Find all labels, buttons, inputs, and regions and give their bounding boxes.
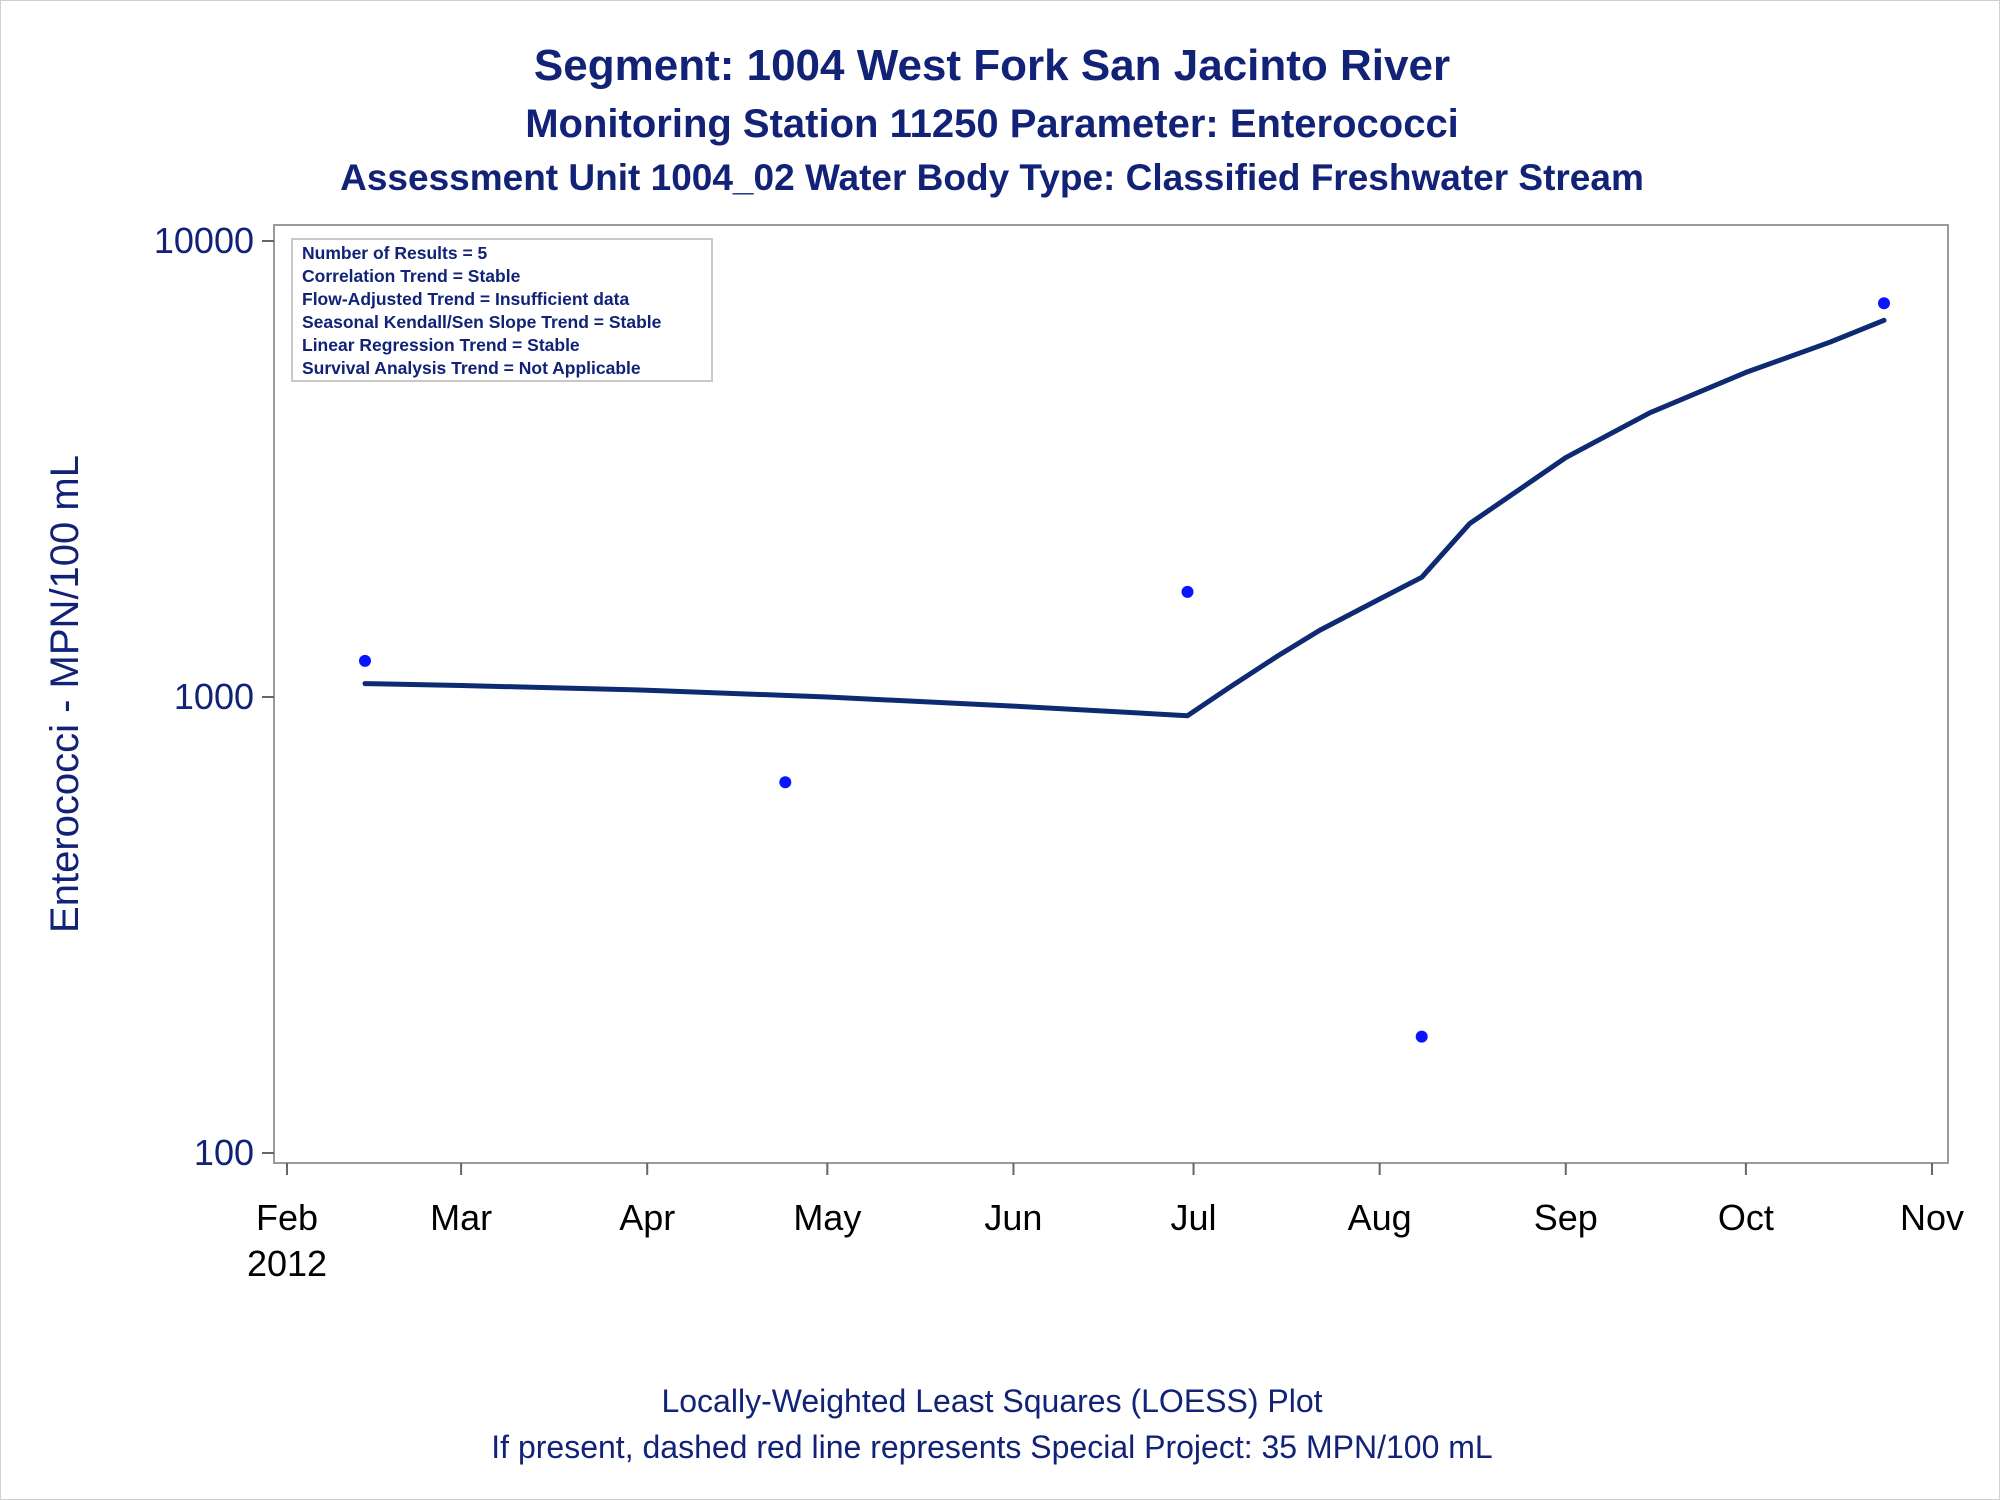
x-tick-label: Jun bbox=[984, 1197, 1042, 1238]
x-tick-label: Jul bbox=[1171, 1197, 1217, 1238]
x-tick-label: Nov bbox=[1900, 1197, 1964, 1238]
data-point bbox=[1181, 585, 1194, 598]
data-point bbox=[779, 776, 792, 789]
chart-subtitle-assessment: Assessment Unit 1004_02 Water Body Type:… bbox=[340, 157, 1644, 198]
x-tick-label: May bbox=[793, 1197, 861, 1238]
data-point bbox=[1415, 1030, 1428, 1043]
footnote-special-project: If present, dashed red line represents S… bbox=[491, 1429, 1492, 1465]
chart-subtitle-station: Monitoring Station 11250 Parameter: Ente… bbox=[525, 102, 1459, 146]
x-tick-label: Feb bbox=[256, 1197, 318, 1238]
stats-box-border bbox=[291, 238, 713, 382]
stats-line: Number of Results = 5 bbox=[302, 243, 488, 263]
y-axis-title: Enterococci - MPN/100 mL bbox=[43, 455, 87, 933]
stats-line: Survival Analysis Trend = Not Applicable bbox=[302, 358, 641, 378]
y-tick-label: 100 bbox=[194, 1132, 254, 1173]
stats-box: Number of Results = 5 Correlation Trend … bbox=[291, 238, 713, 382]
plot-area bbox=[273, 224, 1949, 1164]
stats-line: Flow-Adjusted Trend = Insufficient data bbox=[302, 289, 629, 309]
data-point bbox=[1878, 297, 1890, 310]
x-tick-label: Mar bbox=[430, 1197, 492, 1238]
loess-line bbox=[362, 317, 1887, 719]
series-layer bbox=[359, 297, 1890, 1043]
y-tick-label: 1000 bbox=[174, 676, 254, 717]
chart-title: Segment: 1004 West Fork San Jacinto Rive… bbox=[534, 41, 1450, 90]
data-point bbox=[359, 654, 371, 667]
x-axis: Feb 2012 Mar Apr May Jun Jul Aug Sep Oct Nov bbox=[247, 1163, 1964, 1284]
y-tick-label: 10000 bbox=[154, 220, 254, 261]
stats-line: Correlation Trend = Stable bbox=[302, 266, 521, 286]
x-tick-label: Oct bbox=[1718, 1197, 1774, 1238]
x-tick-label: Aug bbox=[1348, 1197, 1412, 1238]
x-tick-label: Apr bbox=[619, 1197, 675, 1238]
footnote-loess: Locally-Weighted Least Squares (LOESS) P… bbox=[661, 1383, 1322, 1419]
x-tick-sublabel: 2012 bbox=[247, 1243, 327, 1284]
y-axis: 100 1000 10000 bbox=[154, 220, 274, 1173]
stats-line: Seasonal Kendall/Sen Slope Trend = Stabl… bbox=[302, 312, 662, 332]
stats-line: Linear Regression Trend = Stable bbox=[302, 335, 580, 355]
x-tick-label: Sep bbox=[1534, 1197, 1598, 1238]
